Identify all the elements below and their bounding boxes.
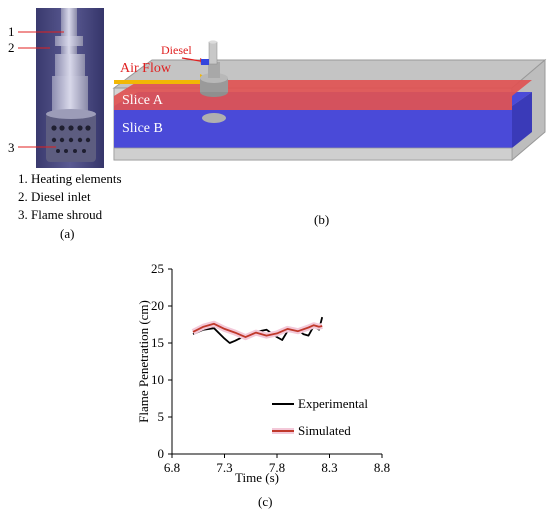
x-tick-label: 8.3 [321,460,337,475]
legend-label-experimental: Experimental [298,396,368,411]
y-tick-label: 5 [158,409,165,424]
caption-b: (b) [314,212,330,227]
heater-assembly-illustration [18,8,104,168]
simulated-series-line [192,322,323,338]
y-tick-label: 0 [158,446,165,461]
y-tick-label: 15 [151,335,164,350]
x-tick-label: 7.8 [269,460,285,475]
component-legend: 1. Heating elements 2. Diesel inlet 3. F… [18,170,122,224]
x-tick-label: 8.8 [374,460,390,475]
x-axis-title: Time (s) [235,470,279,485]
slice-a-label: Slice A [122,93,163,108]
diesel-label: Diesel [161,43,192,57]
callout-1: 1 [8,24,15,39]
y-tick-label: 20 [151,298,164,313]
x-tick-label: 6.8 [164,460,180,475]
x-tick-label: 7.3 [216,460,232,475]
caption-c: (c) [258,494,273,509]
airflow-label: Air Flow [120,61,171,76]
flame-penetration-chart: 0 5 10 15 20 25 6.8 7.3 7.8 8.3 8.8 Time (s) Flame P… [136,261,390,485]
y-axis-title: Flame Penetration (cm) [136,300,151,423]
callout-3: 3 [8,140,15,155]
slice-b-label: Slice B [122,121,163,136]
legend-diesel-inlet: 2. Diesel inlet [18,189,91,204]
duct-domain-illustration [112,40,547,162]
legend-heating-elements: 1. Heating elements [18,171,122,186]
y-tick-label: 10 [151,372,164,387]
legend-flame-shroud: 3. Flame shroud [18,207,103,222]
legend-label-simulated: Simulated [298,423,351,438]
y-tick-label: 25 [151,261,164,276]
caption-a: (a) [60,226,75,241]
callout-2: 2 [8,40,15,55]
